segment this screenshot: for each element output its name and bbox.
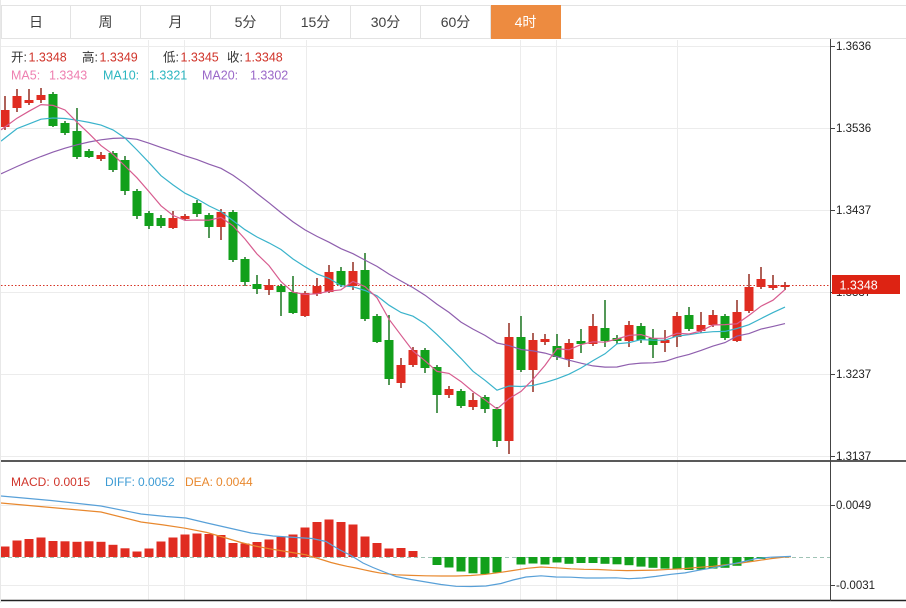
svg-text:1.3536: 1.3536 (836, 123, 871, 135)
svg-text:1.3636: 1.3636 (836, 41, 871, 53)
svg-text:1.3137: 1.3137 (836, 451, 871, 463)
svg-text:1.3348: 1.3348 (840, 279, 878, 293)
svg-text:1.3237: 1.3237 (836, 369, 871, 381)
svg-text:0.0049: 0.0049 (836, 500, 871, 512)
svg-text:1.3437: 1.3437 (836, 205, 871, 217)
svg-text:-0.0031: -0.0031 (836, 580, 875, 592)
